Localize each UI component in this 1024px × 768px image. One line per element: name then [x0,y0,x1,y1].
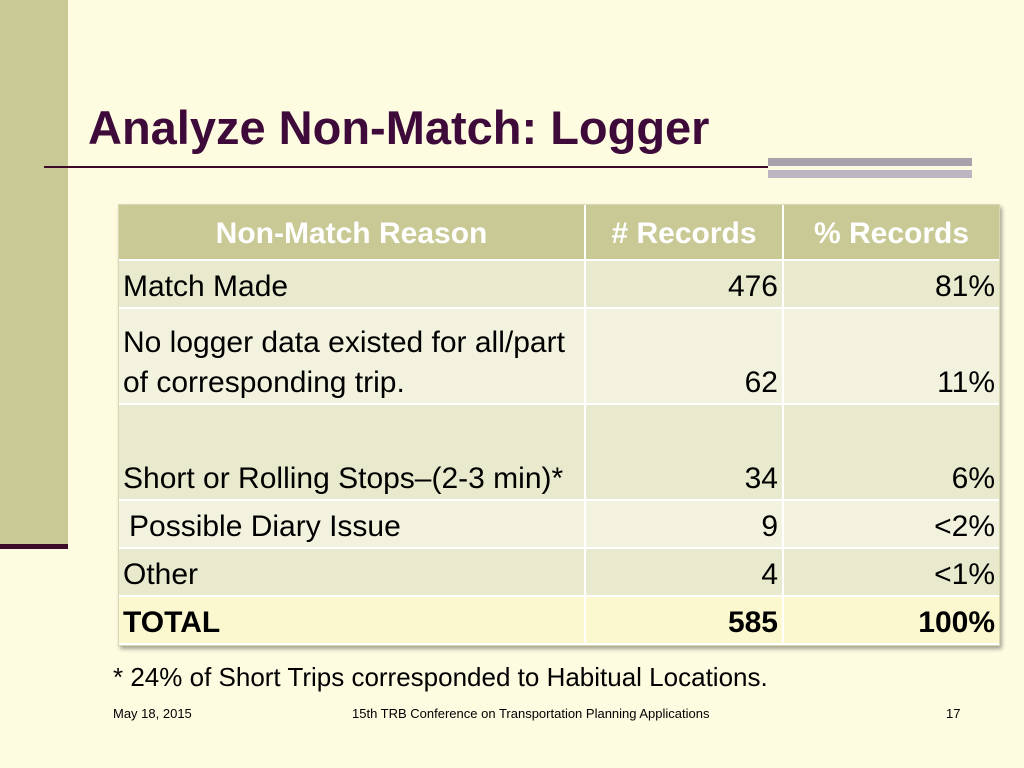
header-records-percent: % Records [783,205,999,261]
row-records: 476 [585,260,784,309]
row-reason: No logger data existed for all/part of c… [119,308,586,405]
row-percent: 81% [783,260,999,309]
table-row: Short or Rolling Stops–(2-3 min)* 34 6% [119,404,999,501]
left-bar-rule [0,544,68,549]
table-header-row: Non-Match Reason # Records % Records [119,205,999,261]
footer-conference: 15th TRB Conference on Transportation Pl… [352,706,710,721]
non-match-table: Non-Match Reason # Records % Records Mat… [118,204,1000,646]
title-underline [44,166,768,168]
table-row: Other 4 <1% [119,548,999,597]
row-reason: Match Made [119,260,586,309]
row-records: 4 [585,548,784,597]
row-records: 34 [585,404,784,501]
footnote: * 24% of Short Trips corresponded to Hab… [113,662,768,692]
row-records: 9 [585,500,784,549]
row-percent: 11% [783,308,999,405]
slide-title: Analyze Non-Match: Logger [88,101,710,154]
row-percent: <1% [783,548,999,597]
title-accent-stripes [768,158,972,178]
total-percent: 100% [783,596,999,645]
row-reason: Possible Diary Issue [119,500,586,549]
row-reason: Other [119,548,586,597]
footer-date: May 18, 2015 [113,706,192,721]
table-row: Possible Diary Issue 9 <2% [119,500,999,549]
left-decorative-bar [0,0,68,548]
row-reason: Short or Rolling Stops–(2-3 min)* [119,404,586,501]
table-total-row: TOTAL 585 100% [119,596,999,645]
row-percent: <2% [783,500,999,549]
total-label: TOTAL [119,596,586,645]
total-records: 585 [585,596,784,645]
table-row: Match Made 476 81% [119,260,999,309]
row-records: 62 [585,308,784,405]
table-row: No logger data existed for all/part of c… [119,308,999,405]
header-records-count: # Records [585,205,784,261]
header-non-match-reason: Non-Match Reason [119,205,586,261]
row-percent: 6% [783,404,999,501]
footer-page-number: 17 [946,706,961,721]
